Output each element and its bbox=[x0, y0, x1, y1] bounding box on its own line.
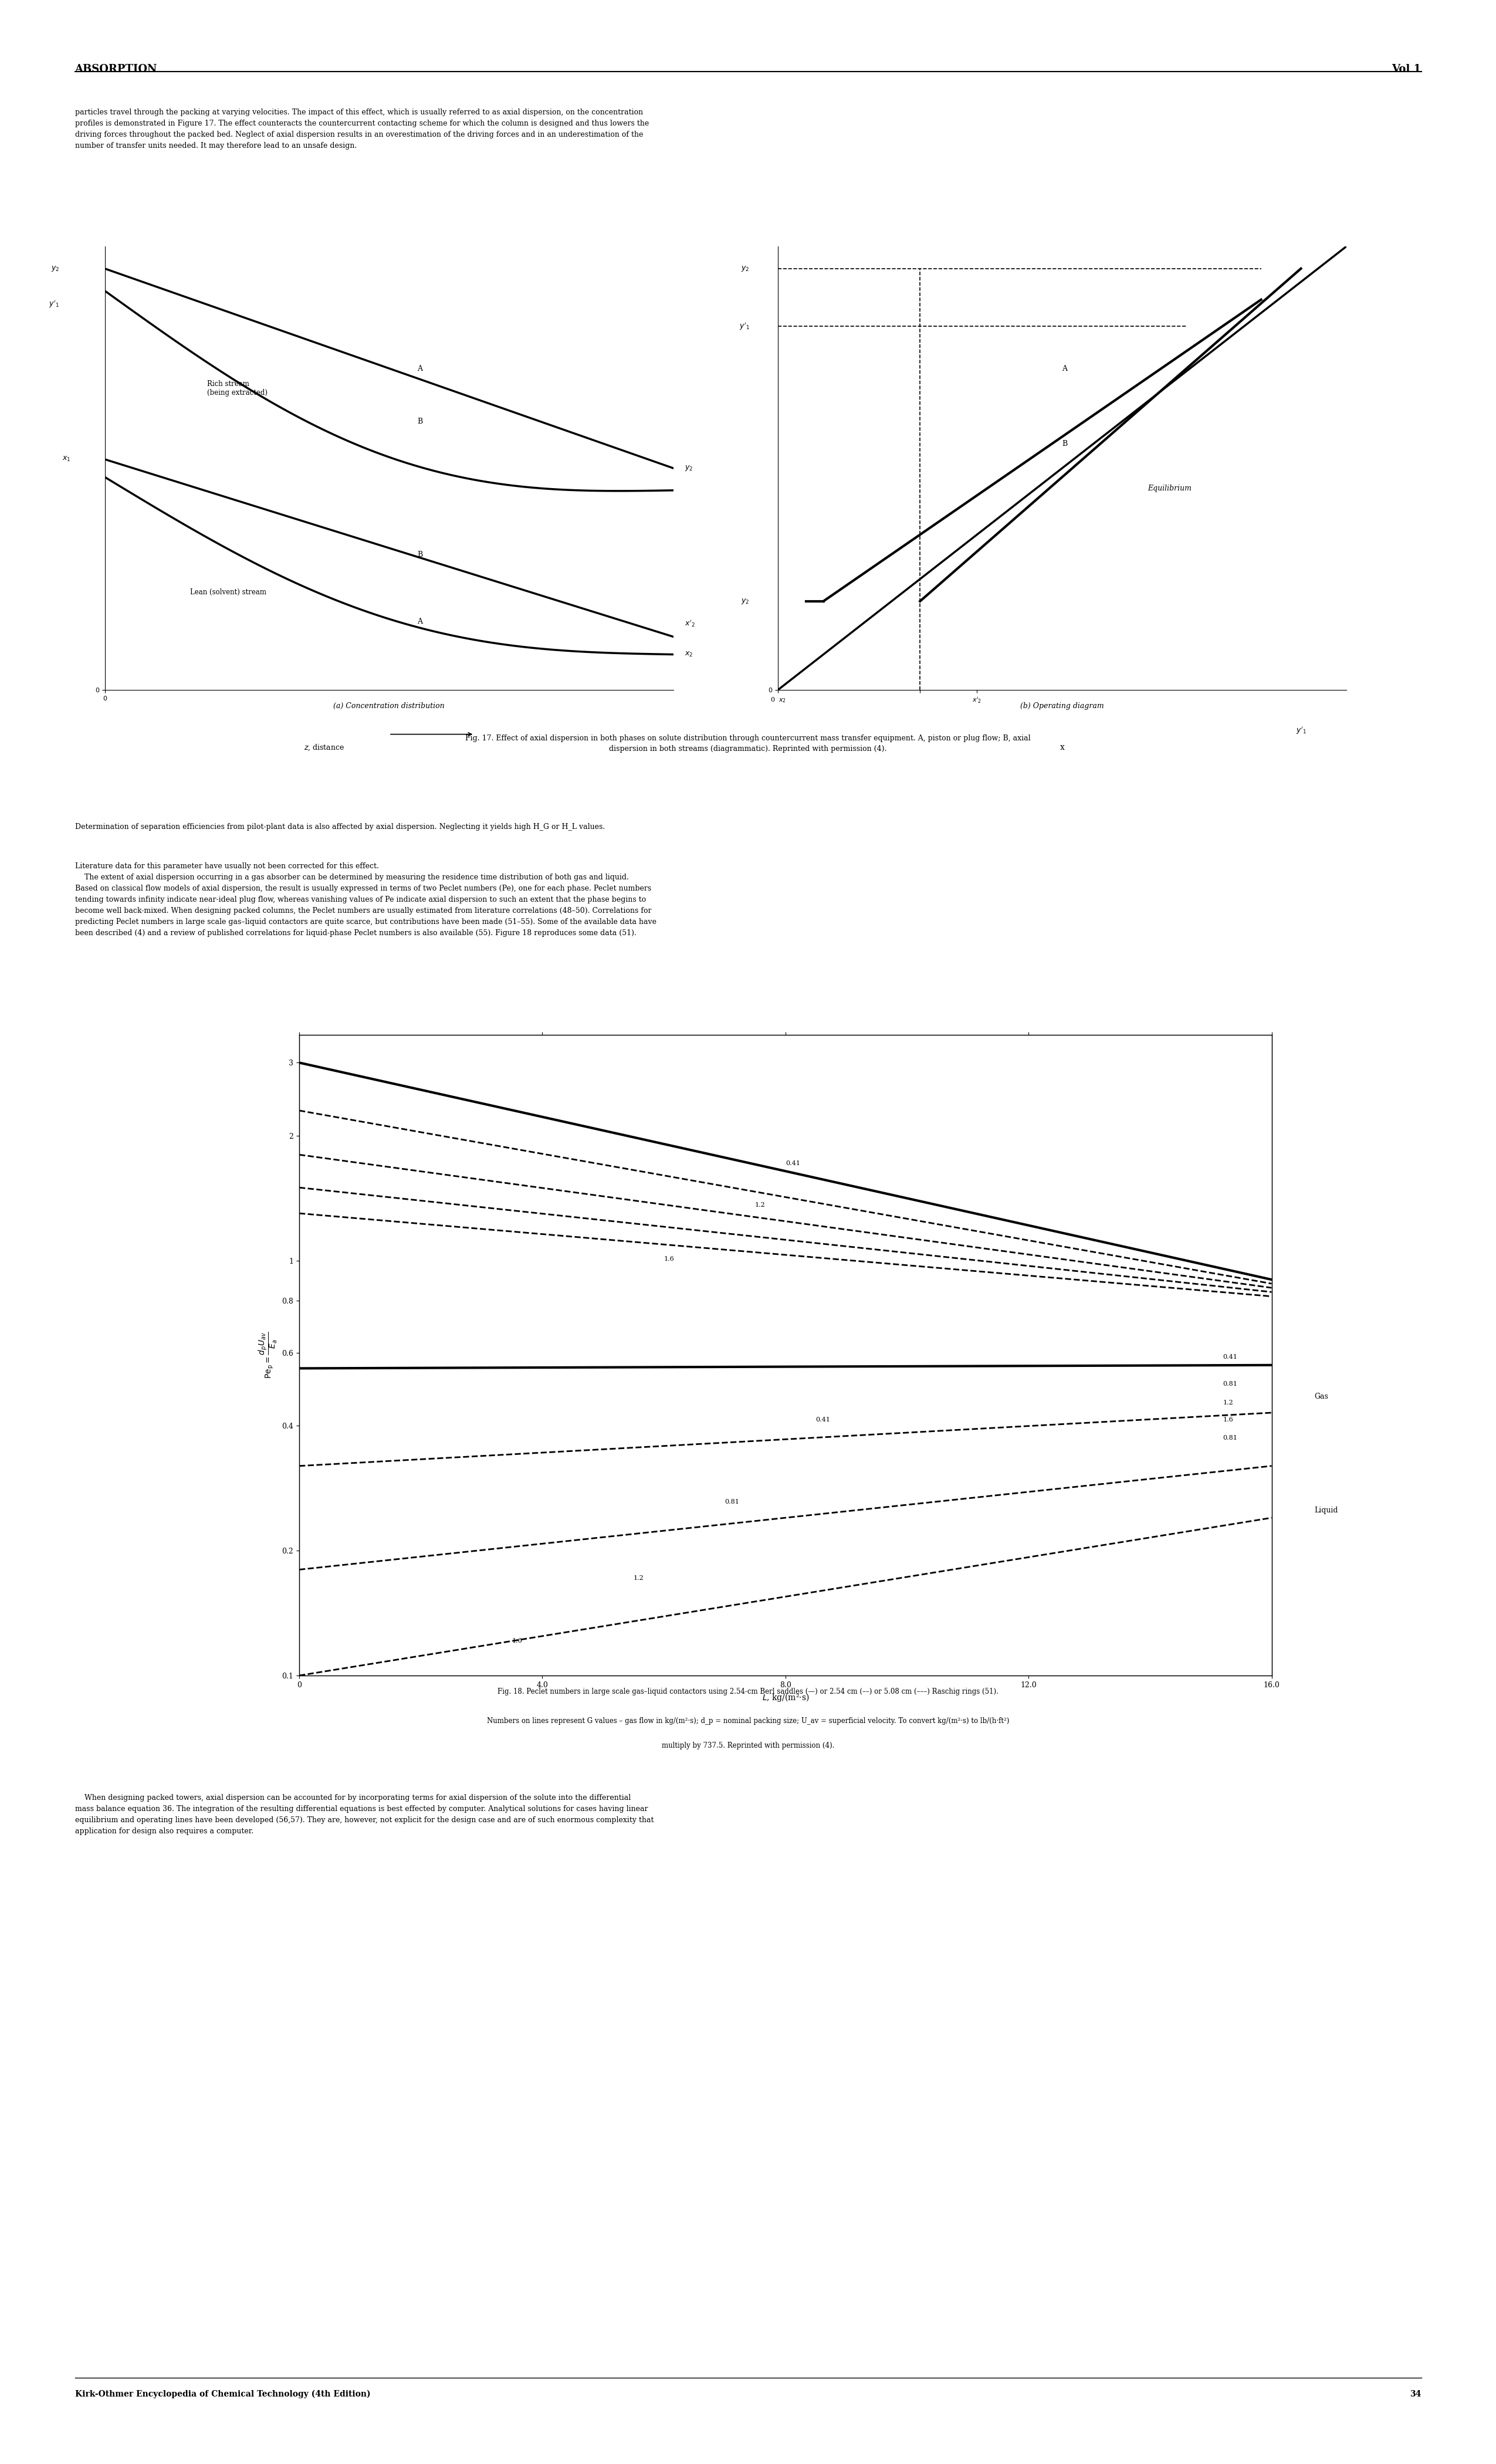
Text: Gas: Gas bbox=[1313, 1392, 1328, 1400]
Text: 1.2: 1.2 bbox=[633, 1574, 643, 1582]
Text: ABSORPTION: ABSORPTION bbox=[75, 64, 157, 74]
Text: A: A bbox=[417, 618, 423, 626]
Text: 0.81: 0.81 bbox=[724, 1498, 739, 1506]
Text: 1.2: 1.2 bbox=[755, 1202, 766, 1207]
Text: multiply by 737.5. Reprinted with permission (4).: multiply by 737.5. Reprinted with permis… bbox=[661, 1742, 835, 1749]
Text: $y_2$: $y_2$ bbox=[741, 596, 749, 606]
Text: Fig. 17. Effect of axial dispersion in both phases on solute distribution throug: Fig. 17. Effect of axial dispersion in b… bbox=[465, 734, 1031, 752]
X-axis label: $L$, kg/(m²·s): $L$, kg/(m²·s) bbox=[761, 1693, 809, 1703]
Text: 0.81: 0.81 bbox=[1224, 1434, 1237, 1441]
Text: 0.41: 0.41 bbox=[815, 1417, 830, 1422]
Text: (b) Operating diagram: (b) Operating diagram bbox=[1020, 702, 1104, 710]
Text: $z$, distance: $z$, distance bbox=[304, 744, 344, 752]
Text: Literature data for this parameter have usually not been corrected for this effe: Literature data for this parameter have … bbox=[75, 862, 657, 936]
Text: Rich stream
(being extracted): Rich stream (being extracted) bbox=[206, 379, 268, 397]
Text: Vol 1: Vol 1 bbox=[1391, 64, 1421, 74]
Text: B: B bbox=[1062, 441, 1068, 448]
Text: $y_2$: $y_2$ bbox=[741, 264, 749, 274]
Text: $y_2$: $y_2$ bbox=[51, 264, 60, 274]
Text: Lean (solvent) stream: Lean (solvent) stream bbox=[190, 589, 266, 596]
Text: Liquid: Liquid bbox=[1313, 1506, 1337, 1515]
Text: Equilibrium: Equilibrium bbox=[1147, 485, 1191, 493]
Text: $y'_1$: $y'_1$ bbox=[1296, 724, 1306, 737]
Text: 0.41: 0.41 bbox=[1224, 1355, 1237, 1360]
Text: $x'_2$: $x'_2$ bbox=[685, 618, 696, 628]
Text: 1.6: 1.6 bbox=[512, 1639, 522, 1643]
Text: Kirk-Othmer Encyclopedia of Chemical Technology (4th Edition): Kirk-Othmer Encyclopedia of Chemical Tec… bbox=[75, 2390, 371, 2397]
Text: A: A bbox=[417, 365, 423, 372]
Text: $y_2$: $y_2$ bbox=[685, 463, 693, 473]
Text: Determination of separation efficiencies from pilot-plant data is also affected : Determination of separation efficiencies… bbox=[75, 823, 604, 830]
Text: particles travel through the packing at varying velocities. The impact of this e: particles travel through the packing at … bbox=[75, 108, 649, 150]
Y-axis label: $\mathrm{Pe_p} = \dfrac{d_p U_{av}}{E_a}$: $\mathrm{Pe_p} = \dfrac{d_p U_{av}}{E_a}… bbox=[257, 1331, 278, 1380]
Text: When designing packed towers, axial dispersion can be accounted for by incorpora: When designing packed towers, axial disp… bbox=[75, 1794, 654, 1836]
Text: $x_2$: $x_2$ bbox=[685, 650, 693, 658]
Text: B: B bbox=[417, 552, 423, 559]
Text: 34: 34 bbox=[1409, 2390, 1421, 2397]
Text: Numbers on lines represent G values – gas flow in kg/(m²·s); d_p = nominal packi: Numbers on lines represent G values – ga… bbox=[486, 1717, 1010, 1725]
Text: Fig. 18. Peclet numbers in large scale gas–liquid contactors using 2.54-cm Berl : Fig. 18. Peclet numbers in large scale g… bbox=[498, 1688, 998, 1695]
Text: 1.6: 1.6 bbox=[664, 1257, 675, 1262]
Text: (a) Concentration distribution: (a) Concentration distribution bbox=[334, 702, 444, 710]
Text: B: B bbox=[417, 419, 423, 426]
Text: A: A bbox=[1062, 365, 1068, 372]
Text: $y'_1$: $y'_1$ bbox=[49, 298, 60, 308]
Text: $x_1$: $x_1$ bbox=[63, 456, 70, 463]
Text: 1.2: 1.2 bbox=[1224, 1400, 1233, 1404]
Text: x: x bbox=[1059, 744, 1065, 752]
Text: $y'_1$: $y'_1$ bbox=[739, 320, 749, 330]
Text: 0.41: 0.41 bbox=[785, 1161, 800, 1165]
Text: 1.6: 1.6 bbox=[1224, 1417, 1233, 1422]
Text: 0.81: 0.81 bbox=[1224, 1380, 1237, 1387]
